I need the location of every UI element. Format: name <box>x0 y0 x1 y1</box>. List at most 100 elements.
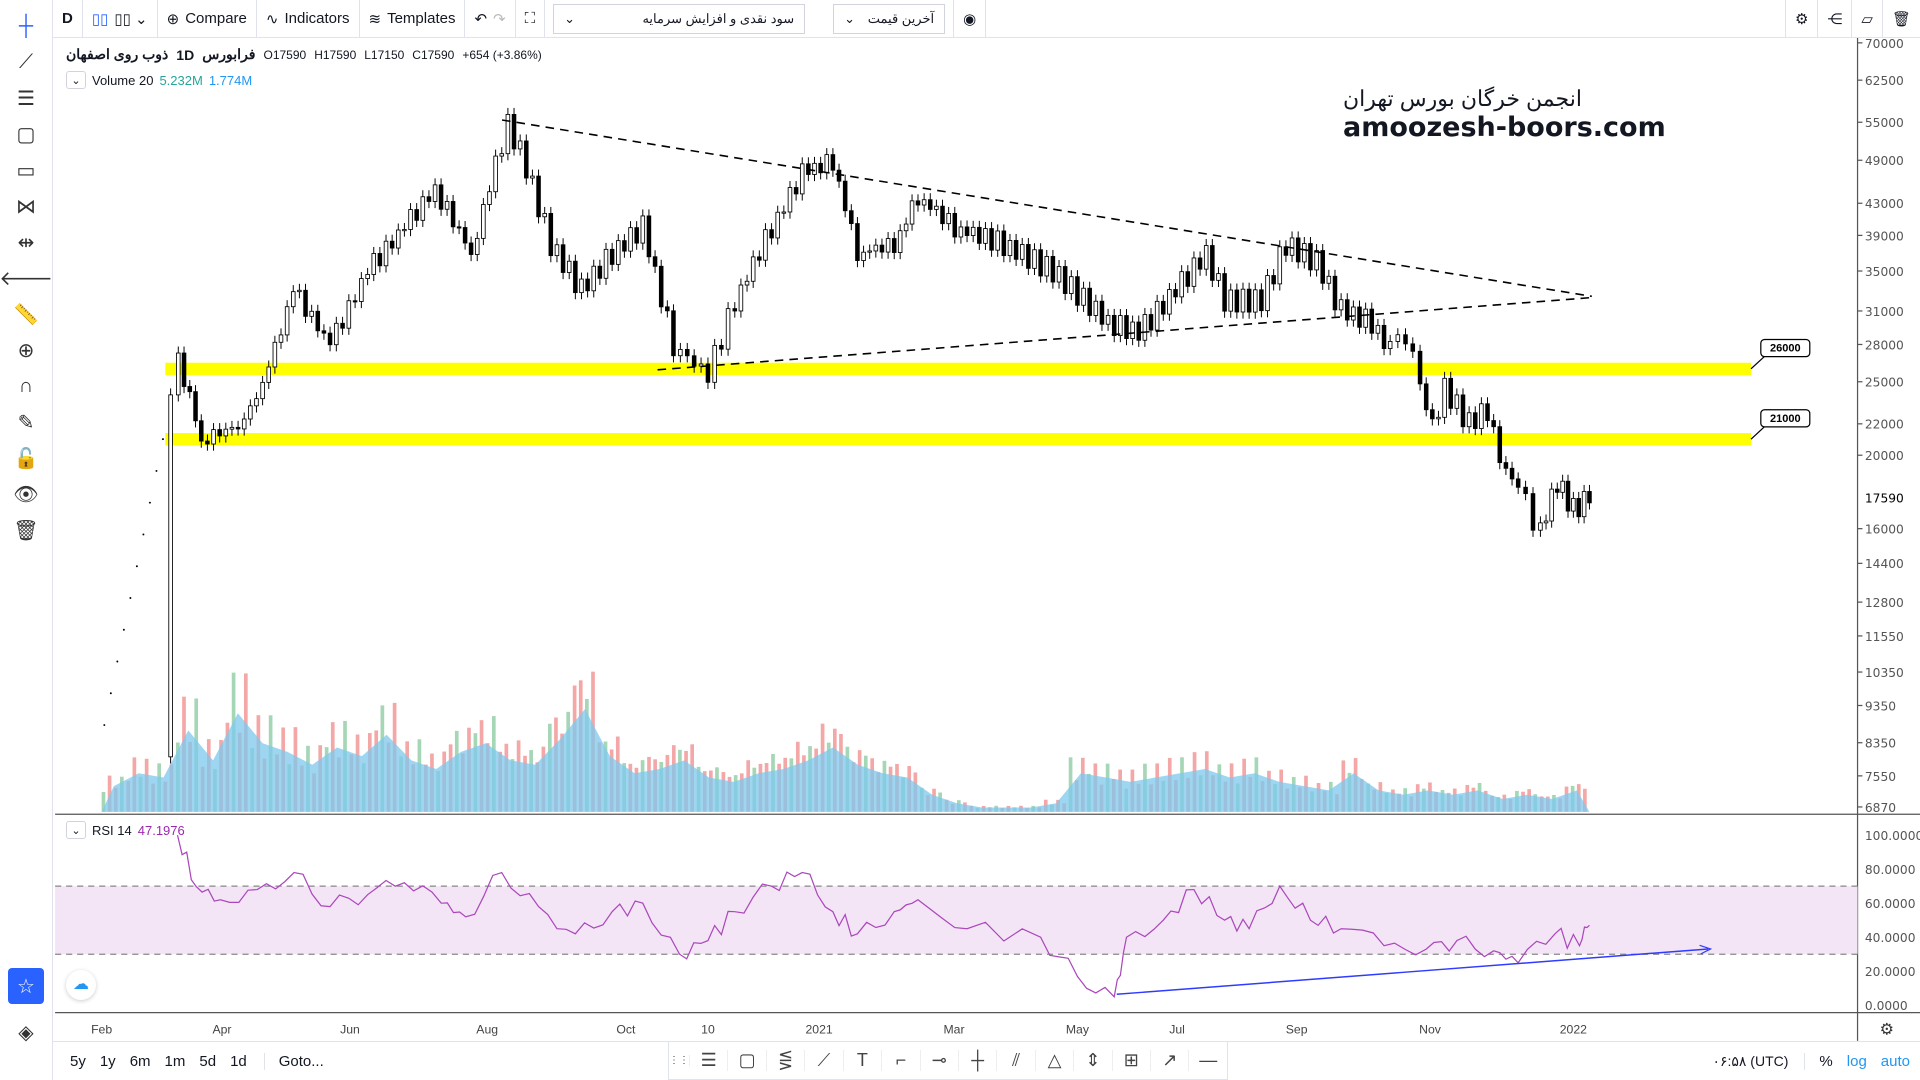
pitchfork-icon[interactable]: ⋚ <box>767 1050 806 1071</box>
candle-body <box>1289 237 1295 256</box>
candle-body <box>1565 480 1571 512</box>
redo-icon[interactable]: ↷ <box>493 10 506 28</box>
triangle-icon[interactable]: △ <box>1036 1050 1075 1071</box>
share-button[interactable]: ⋲ <box>1818 0 1853 38</box>
compare-button[interactable]: ⊕ Compare <box>158 0 257 38</box>
volume-bar <box>442 751 447 812</box>
price-range-icon[interactable]: ⇕ <box>1074 1050 1113 1071</box>
price-source-dropdown[interactable]: ⌄ آخرین قیمت <box>833 3 946 34</box>
goto-button[interactable]: Goto... <box>263 1052 331 1070</box>
eye-icon[interactable]: 👁 <box>13 483 39 506</box>
dividends-dropdown[interactable]: ⌄ سود نقدی و افزایش سرمایه <box>553 3 806 34</box>
percent-toggle[interactable]: % <box>1804 1052 1833 1070</box>
magnet-icon[interactable]: ∩ <box>18 374 34 397</box>
horizontal-ray-icon[interactable]: ⊸ <box>921 1050 959 1071</box>
rectangle-icon[interactable]: ▢ <box>728 1050 767 1071</box>
candle-body <box>474 237 480 255</box>
timezone-label[interactable]: ۰۶:۵۸ (UTC) <box>1712 1052 1789 1069</box>
volume-bar <box>1564 786 1569 812</box>
undo-icon[interactable]: ↶ <box>474 10 488 28</box>
fib-icon[interactable]: ☰ <box>690 1050 729 1071</box>
measure-icon[interactable]: ⇹ <box>17 231 35 254</box>
pattern-icon[interactable]: ⋈ <box>16 195 36 218</box>
time-label: Jun <box>340 1022 360 1036</box>
candle-body <box>254 398 259 407</box>
volume-bar <box>275 754 279 812</box>
volume-bar <box>182 696 186 812</box>
callout-icon[interactable]: ⌐ <box>882 1050 921 1071</box>
candle-body <box>787 187 793 213</box>
volume-bar <box>113 787 118 812</box>
visibility-button[interactable]: ◉ <box>953 0 987 38</box>
volume-bar <box>1415 784 1420 812</box>
horizontal-line-icon[interactable]: — <box>1199 1050 1218 1070</box>
range-1m[interactable]: 1m <box>164 1052 186 1070</box>
date-price-range-icon[interactable]: ⊞ <box>1113 1050 1152 1071</box>
trendline-icon[interactable]: ⟋ <box>19 50 33 73</box>
candle-body <box>1509 467 1515 480</box>
candle-body <box>223 428 229 437</box>
back-arrow-icon[interactable]: 🡐 <box>0 267 53 290</box>
volume-bar <box>163 781 168 812</box>
gear-icon: ⚙ <box>1794 10 1809 28</box>
trendline-icon[interactable]: ⟋ <box>805 1050 844 1071</box>
volume-bar <box>1341 760 1346 812</box>
chart-type-button[interactable]: ▯▯ ▯▯ ⌄ <box>83 0 158 38</box>
layers-icon[interactable]: ◈ <box>18 1021 34 1044</box>
candle-body <box>327 332 333 346</box>
lock-drawing-icon[interactable]: ✎ <box>17 411 35 434</box>
delete-button[interactable]: 🗑 <box>1883 0 1920 38</box>
candle-body <box>1302 243 1307 263</box>
ruler-icon[interactable]: 📏 <box>13 303 39 326</box>
volume-bar <box>523 755 527 812</box>
candle-body <box>830 154 836 171</box>
range-5y[interactable]: 5y <box>70 1052 86 1070</box>
lock-icon[interactable]: 🔓 <box>13 447 39 470</box>
candle-body <box>402 229 407 232</box>
text-icon[interactable]: T <box>844 1050 883 1071</box>
collapse-icon[interactable]: ⌄ <box>66 71 86 89</box>
range-1y[interactable]: 1y <box>99 1052 116 1070</box>
volume-bar <box>956 800 961 812</box>
fullscreen-button[interactable]: ⛶ <box>516 0 546 38</box>
settings-button[interactable]: ⚙ <box>1784 0 1819 38</box>
candle-body <box>1056 266 1062 283</box>
log-toggle[interactable]: log <box>1846 1052 1867 1070</box>
volume-bar <box>454 730 459 812</box>
candle-body <box>371 253 377 275</box>
volume-bar <box>405 741 409 812</box>
volume-bar <box>1384 793 1389 812</box>
rectangle-icon[interactable]: ▢ <box>16 123 36 146</box>
volume-bar <box>467 727 471 812</box>
indicators-button[interactable]: ∿ Indicators <box>257 0 360 38</box>
parallel-channel-icon[interactable]: ⫽ <box>997 1050 1036 1071</box>
range-5d[interactable]: 5d <box>199 1052 217 1070</box>
candle-body <box>377 253 383 267</box>
volume-bar <box>176 742 180 812</box>
collapse-icon[interactable]: ⌄ <box>66 821 86 839</box>
candle-body <box>566 260 572 273</box>
templates-button[interactable]: ≋ Templates <box>360 0 466 38</box>
drag-handle-icon[interactable]: ⋮⋮ <box>669 1055 690 1066</box>
volume-bar <box>690 744 695 812</box>
candle-body <box>1105 314 1111 325</box>
auto-toggle[interactable]: auto <box>1880 1052 1910 1070</box>
ideas-button[interactable]: ☁ <box>66 970 96 1000</box>
volume-bar <box>1521 791 1525 812</box>
fib-icon[interactable]: ☰ <box>17 87 35 110</box>
crosshair-icon[interactable]: ┼ <box>18 14 34 37</box>
compare-label: Compare <box>185 10 247 27</box>
range-6m[interactable]: 6m <box>129 1052 151 1070</box>
candle-body <box>634 227 639 244</box>
level-label-box <box>1760 409 1811 428</box>
trash-icon[interactable]: 🗑 <box>13 519 39 542</box>
callout-icon[interactable]: ▭ <box>16 159 36 182</box>
snapshot-button[interactable]: ▱ <box>1852 0 1883 38</box>
range-1d[interactable]: 1d <box>230 1052 247 1070</box>
cross-line-icon[interactable]: ┼ <box>959 1050 998 1071</box>
star-icon[interactable]: ☆ <box>8 968 44 1004</box>
interval-button[interactable]: D <box>53 0 83 38</box>
zoom-icon[interactable]: ⊕ <box>17 339 35 362</box>
arrow-icon[interactable]: ↗ <box>1151 1050 1190 1071</box>
